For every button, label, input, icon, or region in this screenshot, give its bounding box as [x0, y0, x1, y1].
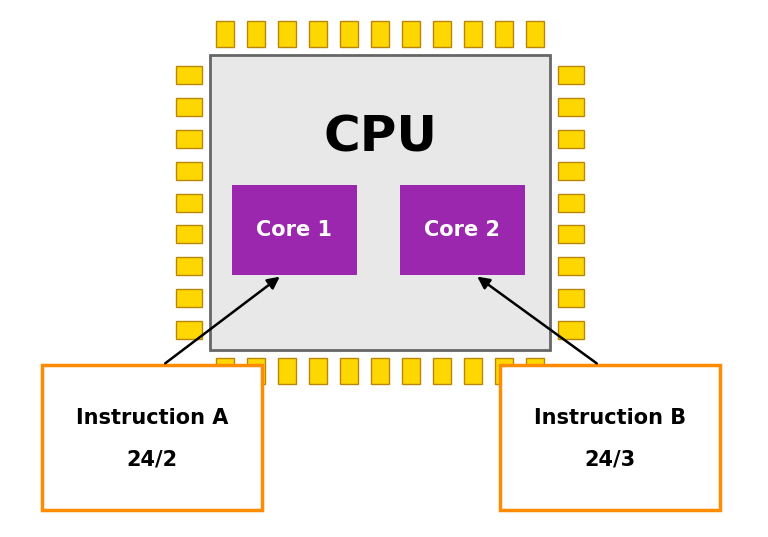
Text: 24/3: 24/3: [584, 449, 636, 469]
Bar: [176, 66, 202, 84]
Bar: [371, 358, 389, 384]
Bar: [42, 365, 262, 510]
Bar: [464, 21, 482, 47]
Bar: [433, 358, 451, 384]
Bar: [526, 21, 544, 47]
Bar: [371, 21, 389, 47]
Bar: [558, 289, 584, 307]
Bar: [216, 358, 234, 384]
Bar: [247, 21, 265, 47]
Bar: [500, 365, 720, 510]
Text: Core 1: Core 1: [257, 220, 333, 240]
Bar: [526, 358, 544, 384]
Bar: [558, 226, 584, 243]
Bar: [247, 358, 265, 384]
Bar: [176, 257, 202, 275]
Bar: [176, 130, 202, 148]
Bar: [176, 321, 202, 339]
Bar: [309, 21, 327, 47]
Bar: [216, 21, 234, 47]
Bar: [464, 358, 482, 384]
Bar: [232, 185, 357, 275]
Text: Core 2: Core 2: [425, 220, 501, 240]
Bar: [278, 21, 296, 47]
Bar: [495, 21, 513, 47]
Bar: [558, 257, 584, 275]
Bar: [176, 98, 202, 116]
Bar: [176, 193, 202, 212]
Bar: [402, 358, 420, 384]
Bar: [278, 358, 296, 384]
Text: 24/2: 24/2: [127, 449, 177, 469]
Bar: [176, 162, 202, 179]
Bar: [495, 358, 513, 384]
Bar: [558, 193, 584, 212]
Bar: [309, 358, 327, 384]
Bar: [558, 66, 584, 84]
Bar: [558, 130, 584, 148]
Bar: [176, 289, 202, 307]
Bar: [433, 21, 451, 47]
Bar: [558, 321, 584, 339]
Bar: [400, 185, 525, 275]
Bar: [176, 226, 202, 243]
Text: Instruction B: Instruction B: [534, 408, 686, 427]
Bar: [402, 21, 420, 47]
Text: Instruction A: Instruction A: [76, 408, 228, 427]
Text: CPU: CPU: [323, 114, 437, 162]
Bar: [210, 55, 550, 350]
Bar: [340, 21, 358, 47]
Bar: [558, 98, 584, 116]
Bar: [558, 162, 584, 179]
Bar: [340, 358, 358, 384]
